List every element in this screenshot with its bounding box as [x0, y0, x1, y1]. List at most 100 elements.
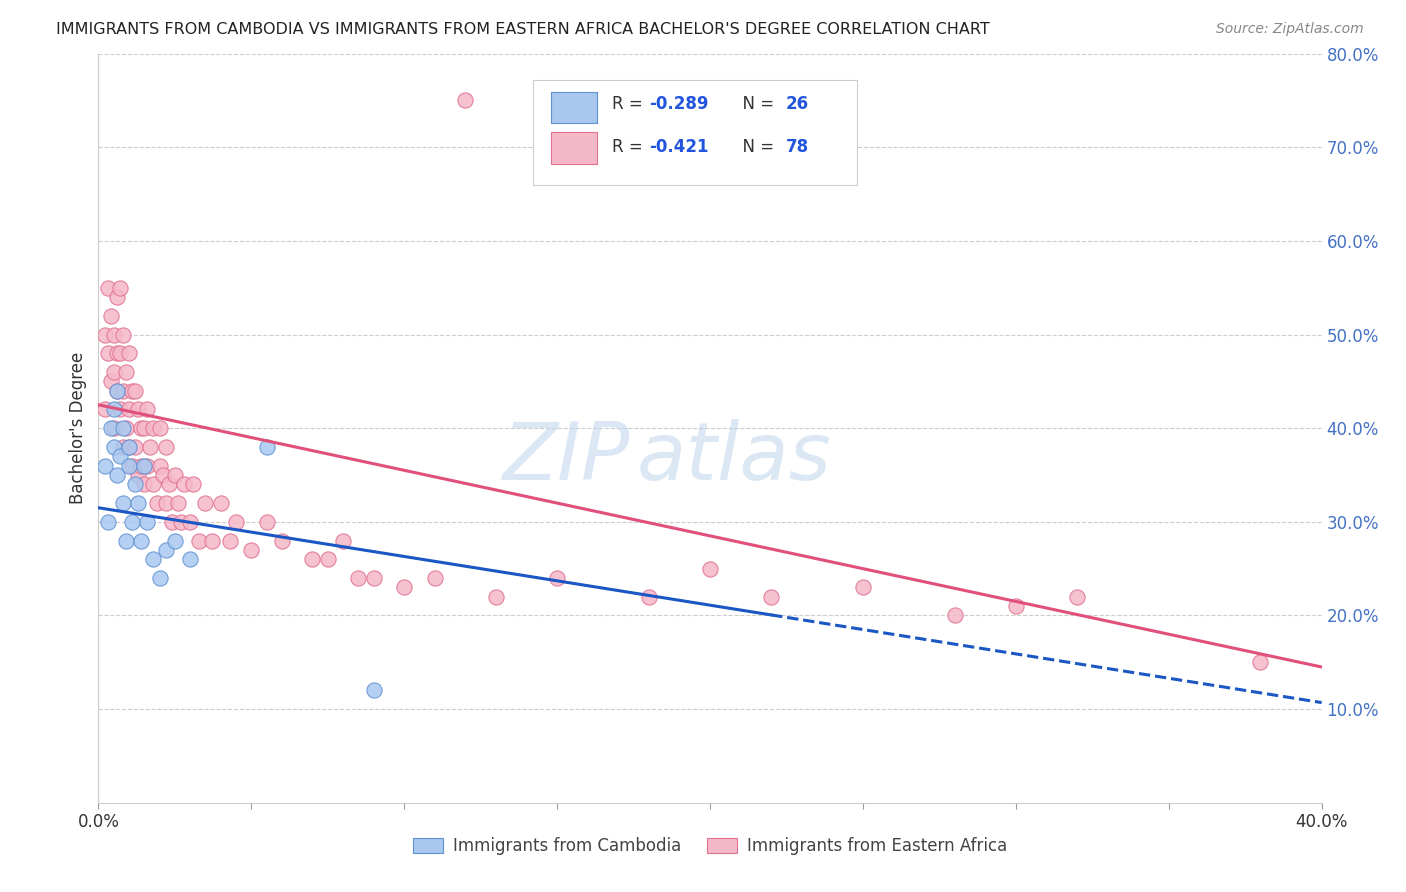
Point: [209, 496, 232, 510]
Point: [200, 533, 222, 548]
Point: [124, 477, 146, 491]
Point: [111, 327, 134, 342]
Point: [363, 683, 385, 698]
Point: [129, 533, 152, 548]
Point: [179, 515, 201, 529]
Point: [699, 562, 721, 576]
Point: [347, 571, 370, 585]
Point: [111, 496, 134, 510]
Point: [105, 290, 128, 304]
Point: [136, 458, 159, 473]
Point: [637, 590, 661, 604]
Point: [105, 384, 128, 398]
Point: [270, 533, 292, 548]
Point: [115, 365, 138, 379]
Text: IMMIGRANTS FROM CAMBODIA VS IMMIGRANTS FROM EASTERN AFRICA BACHELOR'S DEGREE COR: IMMIGRANTS FROM CAMBODIA VS IMMIGRANTS F…: [56, 22, 990, 37]
Point: [852, 581, 875, 595]
Point: [1066, 590, 1088, 604]
Point: [105, 468, 128, 483]
Text: R =: R =: [612, 95, 648, 113]
Point: [93, 327, 115, 342]
Point: [118, 458, 141, 473]
Point: [163, 468, 186, 483]
Point: [332, 533, 354, 548]
Point: [127, 496, 149, 510]
Point: [118, 346, 141, 360]
Point: [194, 496, 217, 510]
Point: [179, 552, 201, 566]
Point: [546, 571, 568, 585]
Point: [127, 402, 149, 417]
Point: [115, 533, 138, 548]
Point: [485, 590, 508, 604]
Legend: Immigrants from Cambodia, Immigrants from Eastern Africa: Immigrants from Cambodia, Immigrants fro…: [406, 830, 1014, 862]
Point: [103, 365, 125, 379]
Point: [97, 346, 120, 360]
FancyBboxPatch shape: [551, 132, 598, 163]
FancyBboxPatch shape: [551, 92, 598, 123]
Point: [136, 515, 159, 529]
Point: [155, 496, 177, 510]
Point: [225, 515, 247, 529]
Point: [103, 440, 125, 454]
Point: [219, 533, 242, 548]
Point: [759, 590, 782, 604]
Point: [163, 533, 186, 548]
Point: [167, 496, 190, 510]
Point: [145, 496, 167, 510]
Point: [124, 384, 146, 398]
Point: [188, 533, 211, 548]
Point: [943, 608, 966, 623]
Point: [157, 477, 180, 491]
Point: [121, 384, 143, 398]
Point: [103, 327, 125, 342]
Text: N =: N =: [733, 138, 779, 156]
Point: [152, 468, 174, 483]
Point: [301, 552, 323, 566]
Point: [100, 375, 122, 389]
Point: [115, 421, 138, 435]
Point: [111, 384, 134, 398]
Point: [142, 552, 165, 566]
Point: [256, 515, 278, 529]
Point: [93, 458, 115, 473]
Text: ZIP: ZIP: [503, 419, 630, 497]
Point: [149, 421, 172, 435]
Point: [1004, 599, 1026, 614]
Point: [105, 384, 128, 398]
Point: [149, 571, 172, 585]
Point: [129, 458, 152, 473]
Point: [121, 515, 143, 529]
Y-axis label: Bachelor's Degree: Bachelor's Degree: [69, 352, 87, 504]
Point: [240, 542, 263, 557]
Point: [155, 542, 177, 557]
Point: [129, 421, 152, 435]
Text: Source: ZipAtlas.com: Source: ZipAtlas.com: [1216, 22, 1364, 37]
Text: 78: 78: [786, 138, 808, 156]
Point: [105, 346, 128, 360]
Point: [121, 458, 143, 473]
Point: [100, 309, 122, 323]
Point: [423, 571, 446, 585]
Point: [93, 402, 115, 417]
Text: R =: R =: [612, 138, 648, 156]
Point: [1249, 655, 1271, 669]
Point: [118, 402, 141, 417]
Point: [149, 458, 172, 473]
Text: -0.421: -0.421: [648, 138, 709, 156]
Point: [108, 450, 131, 464]
Point: [97, 515, 120, 529]
Text: atlas: atlas: [637, 419, 831, 497]
Point: [155, 440, 177, 454]
Point: [108, 281, 131, 295]
Point: [142, 421, 165, 435]
Point: [118, 440, 141, 454]
Point: [111, 421, 134, 435]
Point: [136, 402, 159, 417]
Point: [97, 281, 120, 295]
Point: [103, 421, 125, 435]
Text: N =: N =: [733, 95, 779, 113]
Point: [256, 440, 278, 454]
Point: [170, 515, 193, 529]
Point: [134, 458, 156, 473]
